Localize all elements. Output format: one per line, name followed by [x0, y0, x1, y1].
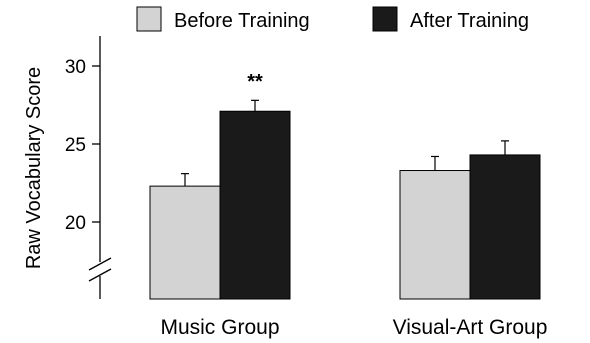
legend-label: After Training	[410, 10, 529, 32]
axis-break-mark	[88, 268, 112, 282]
axis-break-mark	[88, 257, 112, 271]
bar	[399, 170, 471, 300]
y-axis-title: Raw Vocabulary Score	[23, 67, 45, 269]
bar	[469, 154, 541, 300]
y-tick-label: 20	[65, 213, 86, 234]
labels: 20 25 30 Raw Vocabulary Score Music Group Vis…	[23, 57, 547, 339]
y-tick-label: 30	[65, 57, 86, 78]
bar	[149, 185, 221, 300]
bars	[149, 99, 541, 300]
legend-label: Before Training	[174, 10, 310, 32]
y-tick-label: 25	[65, 135, 86, 156]
legend-swatch	[372, 6, 398, 32]
axes	[88, 36, 112, 299]
legend-swatch	[136, 6, 162, 32]
legend: Before Training After Training	[136, 6, 529, 32]
bar	[219, 110, 291, 300]
category-label: Music Group	[160, 316, 279, 339]
category-label: Visual-Art Group	[393, 316, 548, 339]
significance-annotation: **	[247, 71, 263, 93]
